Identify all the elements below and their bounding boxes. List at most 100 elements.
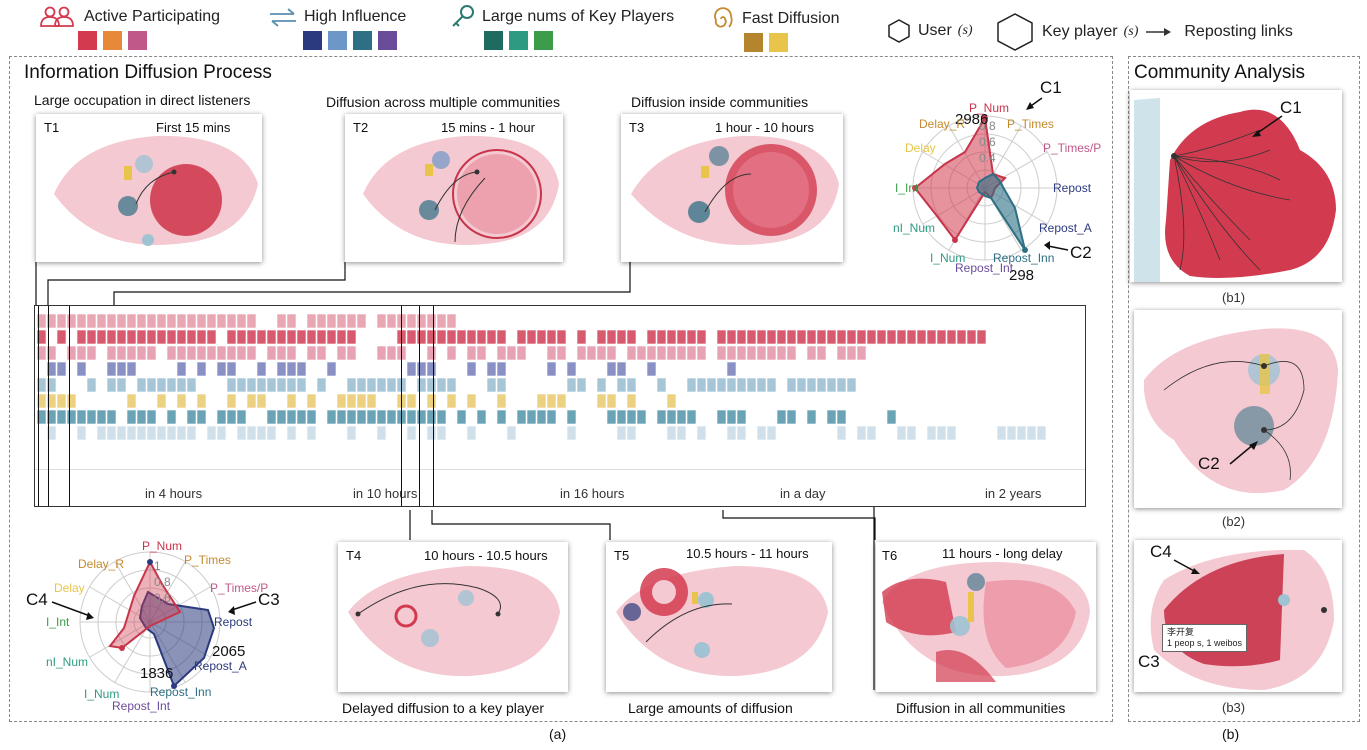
timeline-cell <box>186 425 197 441</box>
radar-top-axis: P_Times <box>1007 117 1054 131</box>
timeline-cell <box>816 329 827 345</box>
timeline-cell <box>76 329 87 345</box>
timeline-cell <box>126 425 137 441</box>
timeline-brush-line[interactable] <box>433 306 434 506</box>
timeline-cell <box>266 329 277 345</box>
snapshot-t5[interactable]: T5 10.5 hours - 11 hours <box>606 542 832 692</box>
timeline-cell <box>126 393 137 409</box>
timeline-cell <box>466 329 477 345</box>
legend-swatch <box>303 31 322 50</box>
diffusion-panel <box>9 56 1113 722</box>
timeline-cell <box>376 425 387 441</box>
radar-bottom-axis: I_Int <box>46 615 70 629</box>
timeline-cell <box>236 425 247 441</box>
b3-caption: (b3) <box>1222 700 1246 715</box>
snapshot-t4[interactable]: T4 10 hours - 10.5 hours <box>338 542 568 692</box>
timeline-cell <box>196 345 207 361</box>
timeline-cell <box>856 425 867 441</box>
community-view-b3[interactable]: 李开复 1 peop s, 1 weibos C4 C3 <box>1134 540 1342 692</box>
key-icon <box>452 5 474 27</box>
snapshot-t3[interactable]: T3 1 hour - 10 hours <box>621 114 843 262</box>
timeline-cell <box>66 393 77 409</box>
timeline-cell <box>256 425 267 441</box>
timeline-cell <box>106 329 117 345</box>
timeline-cell <box>146 377 157 393</box>
snapshot-t1[interactable]: T1 First 15 mins <box>36 114 262 262</box>
radar-top-axis: Delay <box>905 141 936 155</box>
timeline-cell <box>596 377 607 393</box>
t3-time: 1 hour - 10 hours <box>715 120 815 135</box>
timeline-cell <box>716 345 727 361</box>
timeline-cell <box>746 377 757 393</box>
t5-time: 10.5 hours - 11 hours <box>686 546 809 561</box>
t1-caption: Large occupation in direct listeners <box>34 92 251 108</box>
b3-tooltip-stats: 1 peop s, 1 weibos <box>1167 638 1243 648</box>
timeline-cell <box>586 345 597 361</box>
timeline-cell <box>476 345 487 361</box>
timeline-cell <box>36 393 47 409</box>
timeline-brush-line[interactable] <box>48 306 49 506</box>
timeline-brush-line[interactable] <box>38 306 39 506</box>
timeline-cell <box>186 313 197 329</box>
timeline-cell <box>316 377 327 393</box>
timeline-brush-line[interactable] <box>419 306 420 506</box>
timeline-brush-line[interactable] <box>69 306 70 506</box>
timeline-cell <box>156 377 167 393</box>
legend-influence-label: High Influence <box>304 8 407 25</box>
timeline-cell <box>296 409 307 425</box>
timeline-cell <box>146 329 157 345</box>
legend-user: User (s) <box>886 18 973 44</box>
timeline-cell <box>906 329 917 345</box>
timeline-cell <box>96 313 107 329</box>
timeline-cell <box>306 409 317 425</box>
timeline-cell <box>606 345 617 361</box>
timeline-cell <box>626 345 637 361</box>
timeline-cell <box>546 361 557 377</box>
timeline-cell <box>116 313 127 329</box>
timeline-cell <box>256 393 267 409</box>
radar-top-value-bottom: 298 <box>1009 267 1034 284</box>
timeline-brush-line[interactable] <box>401 306 402 506</box>
snapshot-t6[interactable]: T6 11 hours - long delay <box>876 542 1096 692</box>
community-view-b1[interactable]: C1 <box>1130 90 1342 282</box>
timeline-cell <box>696 329 707 345</box>
timeline-cell <box>516 329 527 345</box>
legend-active-participating: Active Participating <box>38 6 220 28</box>
timeline-cell <box>546 409 557 425</box>
timeline-cell <box>976 329 987 345</box>
legend-user-label: User <box>918 22 952 39</box>
timeline-cell <box>226 329 237 345</box>
timeline-cell <box>406 409 417 425</box>
snapshot-t2[interactable]: T2 15 mins - 1 hour <box>345 114 563 262</box>
community-view-b2[interactable]: C2 <box>1134 310 1342 508</box>
timeline-cell <box>66 409 77 425</box>
timeline-cell <box>1036 425 1047 441</box>
timeline-cell <box>226 409 237 425</box>
timeline-cell <box>156 329 167 345</box>
timeline-cell <box>286 377 297 393</box>
timeline-cell <box>726 329 737 345</box>
timeline-cell <box>656 329 667 345</box>
timeline-cell <box>766 377 777 393</box>
legend-user-suffix: (s) <box>957 23 973 38</box>
timeline-cell <box>136 345 147 361</box>
timeline-cell <box>766 345 777 361</box>
timeline-cell <box>116 425 127 441</box>
timeline-cell <box>276 409 287 425</box>
timeline-cell <box>456 409 467 425</box>
timeline-cell <box>336 313 347 329</box>
timeline-cell <box>146 409 157 425</box>
timeline-cell <box>666 329 677 345</box>
timeline-cell <box>36 377 47 393</box>
timeline-tick: in 2 years <box>985 486 1042 501</box>
timeline-cell <box>906 425 917 441</box>
timeline-cell <box>216 425 227 441</box>
timeline-cell <box>196 329 207 345</box>
t6-caption: Diffusion in all communities <box>896 700 1066 716</box>
timeline-cell <box>686 377 697 393</box>
timeline-matrix[interactable]: in 4 hours in 10 hours in 16 hours in a … <box>34 305 1086 507</box>
timeline-cell <box>196 313 207 329</box>
timeline-cell <box>786 377 797 393</box>
t6-label: T6 <box>882 548 898 563</box>
timeline-cell <box>576 377 587 393</box>
